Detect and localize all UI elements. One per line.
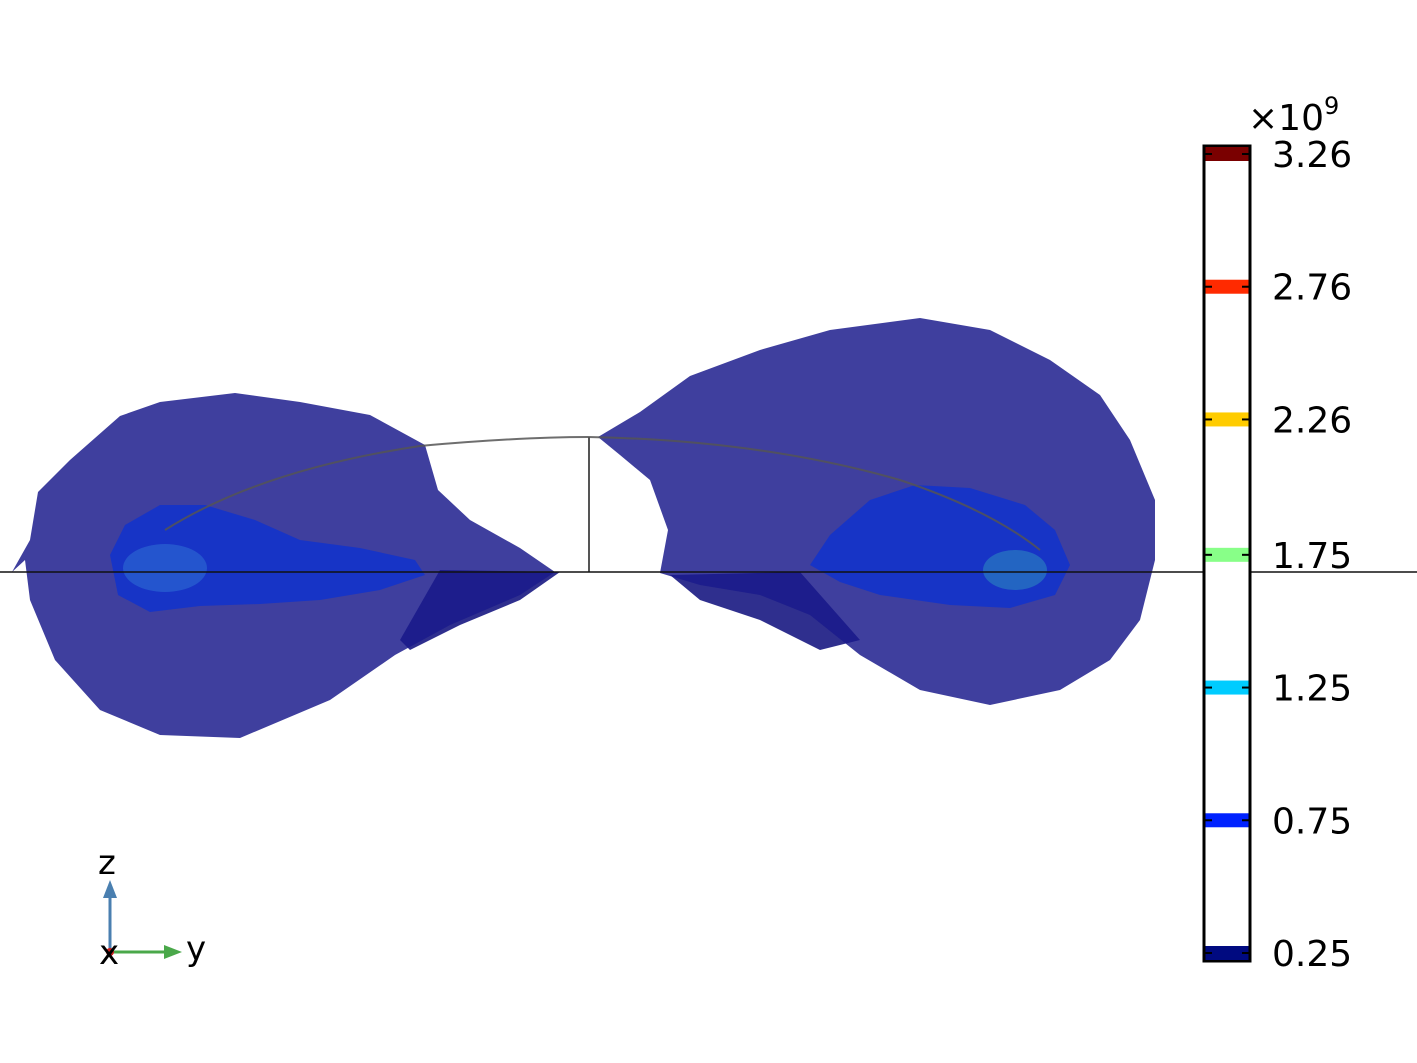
- left-core: [123, 544, 207, 592]
- x-axis-label: x: [99, 933, 119, 973]
- x-axis-dot: [106, 948, 114, 956]
- boundary-arc-left: [164, 436, 589, 531]
- colorbar-band: [1205, 147, 1249, 161]
- z-axis-label: z: [98, 843, 116, 883]
- boundary-arc-right: [587, 436, 1041, 551]
- colorbar-band: [1205, 680, 1249, 695]
- colorbar-tick-label: 0.75: [1272, 801, 1352, 842]
- colorbar-tick-label: 0.25: [1272, 934, 1352, 975]
- colorbar-band: [1205, 946, 1249, 960]
- colorbar-tick-label: 2.76: [1272, 268, 1352, 309]
- colorbar-band: [1205, 279, 1249, 294]
- colorbar: 3.26 2.76 2.26 1.75 1.25 0.75 0.25 ×109: [1202, 92, 1352, 975]
- colorbar-tick-label: 3.26: [1272, 135, 1352, 176]
- colorbar-band: [1205, 547, 1249, 562]
- y-axis-label: y: [186, 929, 206, 969]
- axes-triad: z y x: [98, 843, 206, 973]
- right-core: [983, 550, 1047, 590]
- colorbar-exponent: 9: [1324, 92, 1339, 120]
- colorbar-band: [1205, 813, 1249, 828]
- colorbar-tick-label: 2.26: [1272, 400, 1352, 441]
- z-axis-arrowhead: [103, 880, 117, 898]
- y-axis-arrowhead: [164, 945, 182, 959]
- colorbar-tick-label: 1.75: [1272, 536, 1352, 577]
- colorbar-band: [1205, 412, 1249, 427]
- colorbar-multiplier: ×109: [1248, 92, 1339, 139]
- colorbar-tick-label: 1.25: [1272, 669, 1352, 710]
